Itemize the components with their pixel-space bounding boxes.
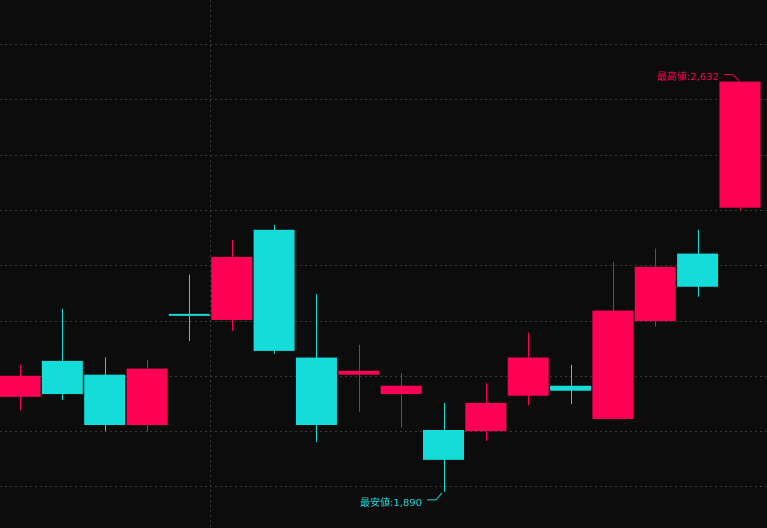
candle-body [634, 266, 676, 322]
candle-body [41, 360, 83, 395]
candle-body [168, 313, 210, 316]
candle-body [380, 385, 422, 395]
candle-body [84, 374, 126, 426]
candle-body [677, 253, 719, 287]
candle-body [550, 385, 592, 391]
low-arrow-icon [427, 492, 443, 501]
candle-body [465, 402, 507, 432]
high-arrow-icon [724, 74, 740, 81]
candle-body [592, 310, 634, 419]
candle-body [0, 375, 41, 397]
candle-body [253, 229, 295, 351]
candle-body [338, 370, 380, 375]
candle-body [719, 81, 761, 208]
candle-body [507, 357, 549, 396]
candle-body [423, 429, 464, 460]
high-annotation: 最高値:2,632 [657, 72, 719, 83]
low-annotation: 最安値:1,890 [360, 498, 422, 509]
candle-body [211, 256, 253, 320]
candle-body [126, 368, 168, 426]
candle-body [295, 357, 337, 426]
